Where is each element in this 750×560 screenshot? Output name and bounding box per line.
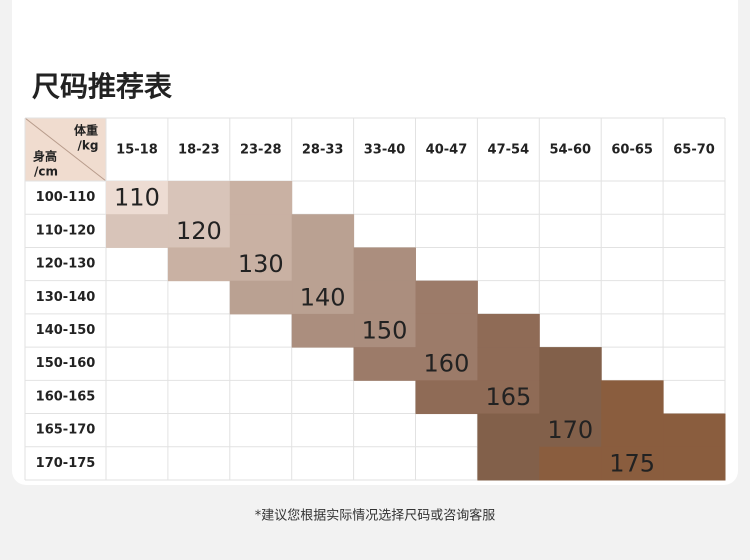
size-label: 150 <box>362 317 408 345</box>
column-header: 28-33 <box>302 143 344 158</box>
size-block <box>291 247 355 282</box>
size-block <box>229 181 293 215</box>
title: 尺码推荐表 <box>32 70 172 103</box>
size-block <box>353 247 416 282</box>
row-header: 130-140 <box>36 290 96 305</box>
size-block <box>353 280 416 315</box>
size-block <box>539 380 602 415</box>
size-block <box>415 380 478 415</box>
size-block <box>106 214 169 248</box>
size-block <box>353 313 416 348</box>
size-block <box>477 446 540 481</box>
size-block <box>477 347 540 381</box>
size-block <box>229 280 293 315</box>
column-header: 23-28 <box>240 143 282 158</box>
size-block <box>291 280 355 315</box>
size-label: 175 <box>609 449 655 477</box>
size-block <box>167 181 231 215</box>
size-block <box>539 446 602 481</box>
column-header: 65-70 <box>673 143 715 158</box>
corner-weight: 体重 <box>74 123 98 138</box>
size-block <box>415 313 478 348</box>
size-label: 120 <box>176 217 222 245</box>
corner-height: 身高 <box>33 149 57 164</box>
size-table: 体重/kg 身高/cm 15-18 18-23 23-28 28-33 33-40 40-47… <box>24 117 726 481</box>
size-block <box>167 247 231 282</box>
size-block <box>601 446 664 481</box>
size-label: 110 <box>114 184 160 212</box>
column-header: 54-60 <box>549 143 591 158</box>
size-label: 165 <box>485 383 531 411</box>
row-header: 120-130 <box>36 257 96 272</box>
row-header: 165-170 <box>36 423 96 438</box>
size-block <box>415 280 478 315</box>
size-block <box>477 413 540 448</box>
row-header: 160-165 <box>36 389 96 404</box>
size-block <box>415 347 478 381</box>
size-block <box>291 214 355 248</box>
size-block <box>477 313 540 348</box>
size-label: 130 <box>238 250 284 278</box>
size-block <box>539 413 602 448</box>
size-block <box>106 181 169 215</box>
size-block <box>353 347 416 381</box>
column-header: 60-65 <box>611 143 653 158</box>
column-header: 18-23 <box>178 143 220 158</box>
size-label: 140 <box>300 283 346 311</box>
corner-weight-unit: /kg <box>78 139 99 153</box>
column-header: 33-40 <box>364 143 406 158</box>
size-block <box>663 413 726 448</box>
column-header: 47-54 <box>488 143 530 158</box>
size-block <box>601 413 664 448</box>
row-header: 170-175 <box>36 456 96 471</box>
row-header: 100-110 <box>36 190 96 205</box>
size-label: 170 <box>547 416 593 444</box>
size-block <box>601 380 664 415</box>
column-header: 15-18 <box>116 143 158 158</box>
size-block <box>663 446 726 481</box>
size-block <box>229 247 293 282</box>
note: *建议您根据实际情况选择尺码或咨询客服 <box>255 508 496 524</box>
size-block <box>229 214 293 248</box>
corner-diagonal <box>24 117 107 182</box>
row-header: 140-150 <box>36 323 96 338</box>
size-block <box>291 313 355 348</box>
size-label: 160 <box>424 350 470 378</box>
size-block <box>539 347 602 381</box>
size-block <box>167 214 231 248</box>
corner-height-unit: /cm <box>34 165 58 179</box>
row-header: 150-160 <box>36 356 96 371</box>
size-block <box>477 380 540 415</box>
row-header: 110-120 <box>36 223 96 238</box>
column-header: 40-47 <box>426 143 468 158</box>
